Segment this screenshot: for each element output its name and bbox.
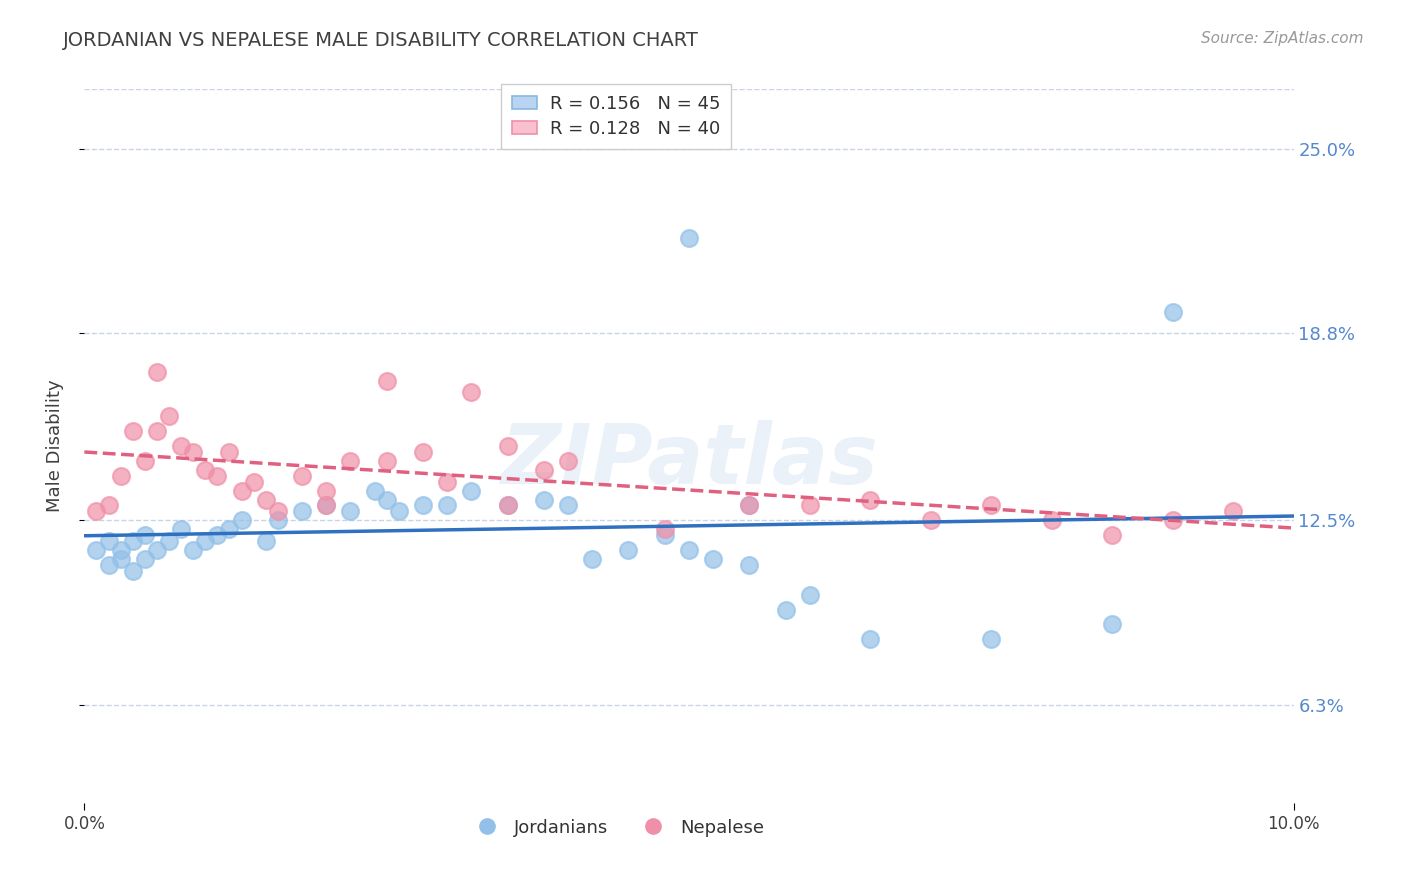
- Point: [146, 365, 169, 379]
- Point: [460, 385, 482, 400]
- Point: [738, 499, 761, 513]
- Point: [799, 499, 821, 513]
- Point: [146, 543, 169, 558]
- Point: [436, 499, 458, 513]
- Point: [170, 522, 193, 536]
- Point: [375, 492, 398, 507]
- Point: [218, 522, 240, 536]
- Point: [1040, 513, 1063, 527]
- Point: [86, 543, 108, 558]
- Point: [799, 588, 821, 602]
- Point: [315, 499, 337, 513]
- Point: [412, 499, 434, 513]
- Point: [231, 513, 253, 527]
- Point: [775, 602, 797, 616]
- Point: [97, 558, 120, 572]
- Text: ZIPatlas: ZIPatlas: [501, 420, 877, 500]
- Legend: Jordanians, Nepalese: Jordanians, Nepalese: [461, 812, 772, 844]
- Point: [291, 468, 314, 483]
- Point: [859, 492, 882, 507]
- Point: [110, 468, 132, 483]
- Point: [134, 552, 156, 566]
- Point: [267, 513, 290, 527]
- Point: [557, 454, 579, 468]
- Point: [617, 543, 640, 558]
- Point: [121, 534, 143, 549]
- Point: [121, 424, 143, 438]
- Point: [702, 552, 724, 566]
- Point: [654, 528, 676, 542]
- Point: [181, 445, 204, 459]
- Point: [460, 483, 482, 498]
- Point: [1101, 528, 1123, 542]
- Point: [231, 483, 253, 498]
- Point: [738, 499, 761, 513]
- Point: [581, 552, 603, 566]
- Point: [533, 492, 555, 507]
- Point: [496, 499, 519, 513]
- Point: [181, 543, 204, 558]
- Point: [110, 552, 132, 566]
- Point: [363, 483, 385, 498]
- Point: [134, 454, 156, 468]
- Point: [97, 534, 120, 549]
- Point: [496, 439, 519, 453]
- Point: [1161, 513, 1184, 527]
- Point: [254, 492, 277, 507]
- Text: Source: ZipAtlas.com: Source: ZipAtlas.com: [1201, 31, 1364, 46]
- Point: [533, 463, 555, 477]
- Point: [315, 483, 337, 498]
- Point: [738, 558, 761, 572]
- Point: [388, 504, 411, 518]
- Point: [157, 534, 180, 549]
- Point: [980, 499, 1002, 513]
- Point: [242, 475, 264, 489]
- Point: [557, 499, 579, 513]
- Point: [1101, 617, 1123, 632]
- Point: [1222, 504, 1244, 518]
- Point: [375, 374, 398, 388]
- Point: [678, 231, 700, 245]
- Point: [412, 445, 434, 459]
- Point: [86, 504, 108, 518]
- Point: [654, 522, 676, 536]
- Point: [291, 504, 314, 518]
- Point: [207, 528, 229, 542]
- Y-axis label: Male Disability: Male Disability: [45, 380, 63, 512]
- Point: [97, 499, 120, 513]
- Point: [207, 468, 229, 483]
- Point: [146, 424, 169, 438]
- Point: [170, 439, 193, 453]
- Point: [194, 534, 217, 549]
- Point: [496, 499, 519, 513]
- Point: [1161, 305, 1184, 319]
- Point: [920, 513, 942, 527]
- Point: [859, 632, 882, 647]
- Point: [157, 409, 180, 424]
- Point: [254, 534, 277, 549]
- Point: [339, 454, 361, 468]
- Point: [218, 445, 240, 459]
- Point: [678, 543, 700, 558]
- Point: [436, 475, 458, 489]
- Point: [267, 504, 290, 518]
- Point: [339, 504, 361, 518]
- Point: [194, 463, 217, 477]
- Text: JORDANIAN VS NEPALESE MALE DISABILITY CORRELATION CHART: JORDANIAN VS NEPALESE MALE DISABILITY CO…: [63, 31, 699, 50]
- Point: [980, 632, 1002, 647]
- Point: [121, 564, 143, 578]
- Point: [315, 499, 337, 513]
- Point: [110, 543, 132, 558]
- Point: [375, 454, 398, 468]
- Point: [134, 528, 156, 542]
